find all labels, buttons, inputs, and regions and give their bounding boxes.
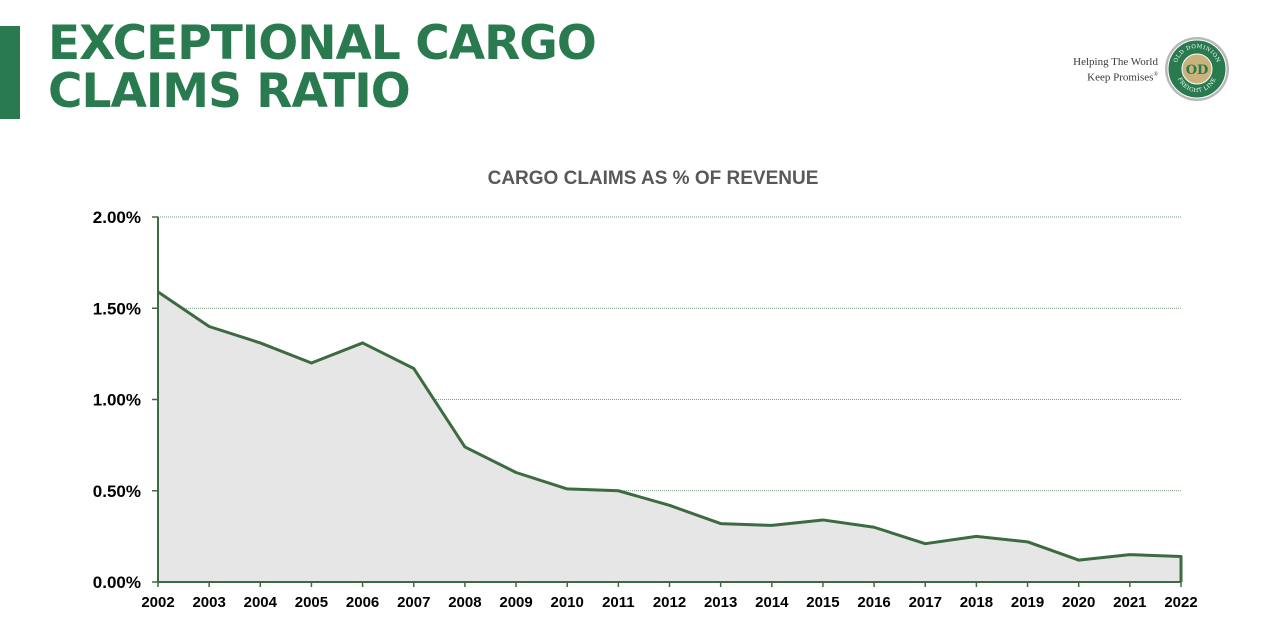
series-line xyxy=(157,290,1183,582)
x-tick-label: 2017 xyxy=(909,594,942,611)
x-tick-label: 2004 xyxy=(244,594,278,611)
chart-svg: CARGO CLAIMS AS % OF REVENUE 0.00% 0.50% 1… xyxy=(93,168,1198,611)
page-title: EXCEPTIONAL CARGO CLAIMS RATIO xyxy=(48,16,597,119)
y-tick-label: 1.00% xyxy=(93,391,141,410)
page-title-line-2: CLAIMS RATIO xyxy=(48,64,411,119)
y-tick-label: 0.50% xyxy=(93,482,141,501)
x-tick-label: 2006 xyxy=(346,594,379,611)
tagline-line-1: Helping The World xyxy=(1073,56,1158,68)
area-fill xyxy=(158,291,1181,582)
x-tick-label: 2019 xyxy=(1011,594,1044,611)
x-tick-label: 2011 xyxy=(602,594,635,611)
x-tick-label: 2002 xyxy=(141,594,174,611)
y-tick-label: 0.00% xyxy=(93,573,141,592)
x-tick-label: 2003 xyxy=(192,594,225,611)
x-tick-label: 2020 xyxy=(1062,594,1095,611)
company-tagline: Helping The World Keep Promises® xyxy=(1073,56,1158,85)
y-tick-label: 2.00% xyxy=(93,208,141,227)
logo-monogram: OD xyxy=(1186,63,1209,78)
chart-title: CARGO CLAIMS AS % OF REVENUE xyxy=(488,168,819,189)
page-title-line-1: EXCEPTIONAL CARGO xyxy=(48,16,597,71)
x-tick-label: 2016 xyxy=(857,594,890,611)
x-tick-label: 2018 xyxy=(960,594,993,611)
cargo-claims-chart: CARGO CLAIMS AS % OF REVENUE 0.00% 0.50% 1… xyxy=(0,150,1261,630)
x-tick-label: 2008 xyxy=(448,594,481,611)
x-tick-label: 2013 xyxy=(704,594,737,611)
x-tick-label: 2009 xyxy=(499,594,532,611)
company-logo: OD OLD DOMINION FREIGHT LINE xyxy=(1165,37,1229,101)
x-tick-label: 2014 xyxy=(755,594,789,611)
x-tick-label: 2012 xyxy=(653,594,686,611)
title-accent-bar xyxy=(0,26,20,119)
y-tick-label: 1.50% xyxy=(93,299,141,318)
tagline-line-2: Keep Promises® xyxy=(1087,71,1158,84)
x-tick-label: 2005 xyxy=(295,594,328,611)
x-tick-label: 2007 xyxy=(397,594,430,611)
x-tick-label: 2021 xyxy=(1113,594,1146,611)
x-tick-label: 2010 xyxy=(551,594,584,611)
x-tick-label: 2015 xyxy=(806,594,839,611)
x-tick-label: 2022 xyxy=(1164,594,1197,611)
